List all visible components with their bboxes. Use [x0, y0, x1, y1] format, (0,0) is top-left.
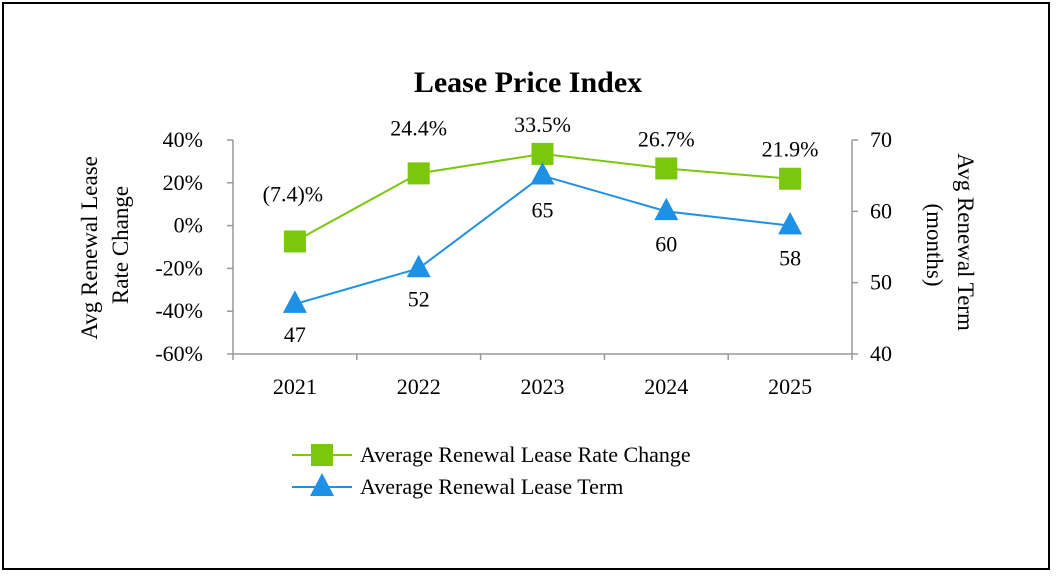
data-label: 60	[655, 231, 677, 256]
data-label: 65	[532, 198, 554, 223]
left-y-tick-label: -60%	[155, 341, 203, 366]
right-y-ticks: 70 60 50 40	[852, 127, 892, 366]
left-y-tick-label: -20%	[155, 255, 203, 280]
right-y-axis-title: Avg Renewal Term (months)	[922, 153, 978, 336]
series-layer	[282, 142, 803, 313]
axes	[232, 140, 853, 355]
right-y-tick-label: 70	[870, 127, 892, 152]
left-y-tick-label: 40%	[163, 127, 203, 152]
data-label: 26.7%	[638, 126, 695, 151]
series-2-marker	[282, 290, 307, 313]
legend-marker-triangle	[310, 473, 334, 496]
x-tick-label: 2021	[273, 374, 317, 399]
data-label: 33.5%	[514, 112, 571, 137]
x-tick-label: 2025	[768, 374, 812, 399]
series-2-marker	[530, 162, 555, 185]
series-1-marker	[655, 157, 678, 180]
data-label: 21.9%	[762, 137, 819, 162]
right-y-tick-label: 50	[870, 270, 892, 295]
legend-label: Average Renewal Lease Term	[360, 474, 623, 499]
data-label: 52	[408, 286, 430, 311]
series-1-marker	[407, 162, 430, 185]
series-2-marker	[406, 254, 431, 278]
series-1-marker	[779, 167, 802, 190]
legend: Average Renewal Lease Rate Change Average…	[292, 442, 691, 499]
series-2-marker	[654, 197, 679, 221]
data-label: (7.4)%	[263, 181, 323, 206]
series-2-marker	[778, 211, 803, 235]
data-label: 47	[284, 322, 306, 347]
x-ticks: 2021 2022 2023 2024 2025	[232, 354, 853, 399]
data-label: 24.4%	[390, 115, 447, 140]
right-y-tick-label: 60	[870, 198, 892, 223]
data-labels: (7.4)% 24.4% 33.5% 26.7% 21.9% 47 52 65 60 58	[263, 112, 819, 347]
left-y-ticks: 40% 20% 0% -20% -40% -60%	[155, 127, 233, 366]
x-tick-label: 2024	[644, 374, 688, 399]
data-label: 58	[779, 246, 801, 271]
left-y-axis-title-line-2: Rate Change	[108, 186, 133, 304]
chart-frame	[2, 2, 1050, 570]
right-y-tick-label: 40	[870, 341, 892, 366]
right-y-axis-title-line-1: Avg Renewal Term	[953, 153, 978, 331]
left-y-tick-label: 20%	[163, 170, 203, 195]
series-1-marker	[531, 142, 554, 165]
x-tick-label: 2022	[397, 374, 441, 399]
left-y-tick-label: -40%	[155, 298, 203, 323]
series-1-marker	[283, 230, 306, 253]
legend-marker-square	[311, 444, 333, 466]
left-y-axis-title-line-1: Avg Renewal Lease	[77, 156, 102, 340]
left-y-axis-title: Avg Renewal Lease Rate Change	[77, 150, 133, 339]
right-y-axis-title-line-2: (months)	[922, 203, 947, 286]
chart-title: Lease Price Index	[414, 66, 642, 99]
x-tick-label: 2023	[521, 374, 565, 399]
legend-label: Average Renewal Lease Rate Change	[360, 442, 691, 467]
series-line-2	[294, 174, 791, 306]
left-y-tick-label: 0%	[174, 213, 203, 238]
